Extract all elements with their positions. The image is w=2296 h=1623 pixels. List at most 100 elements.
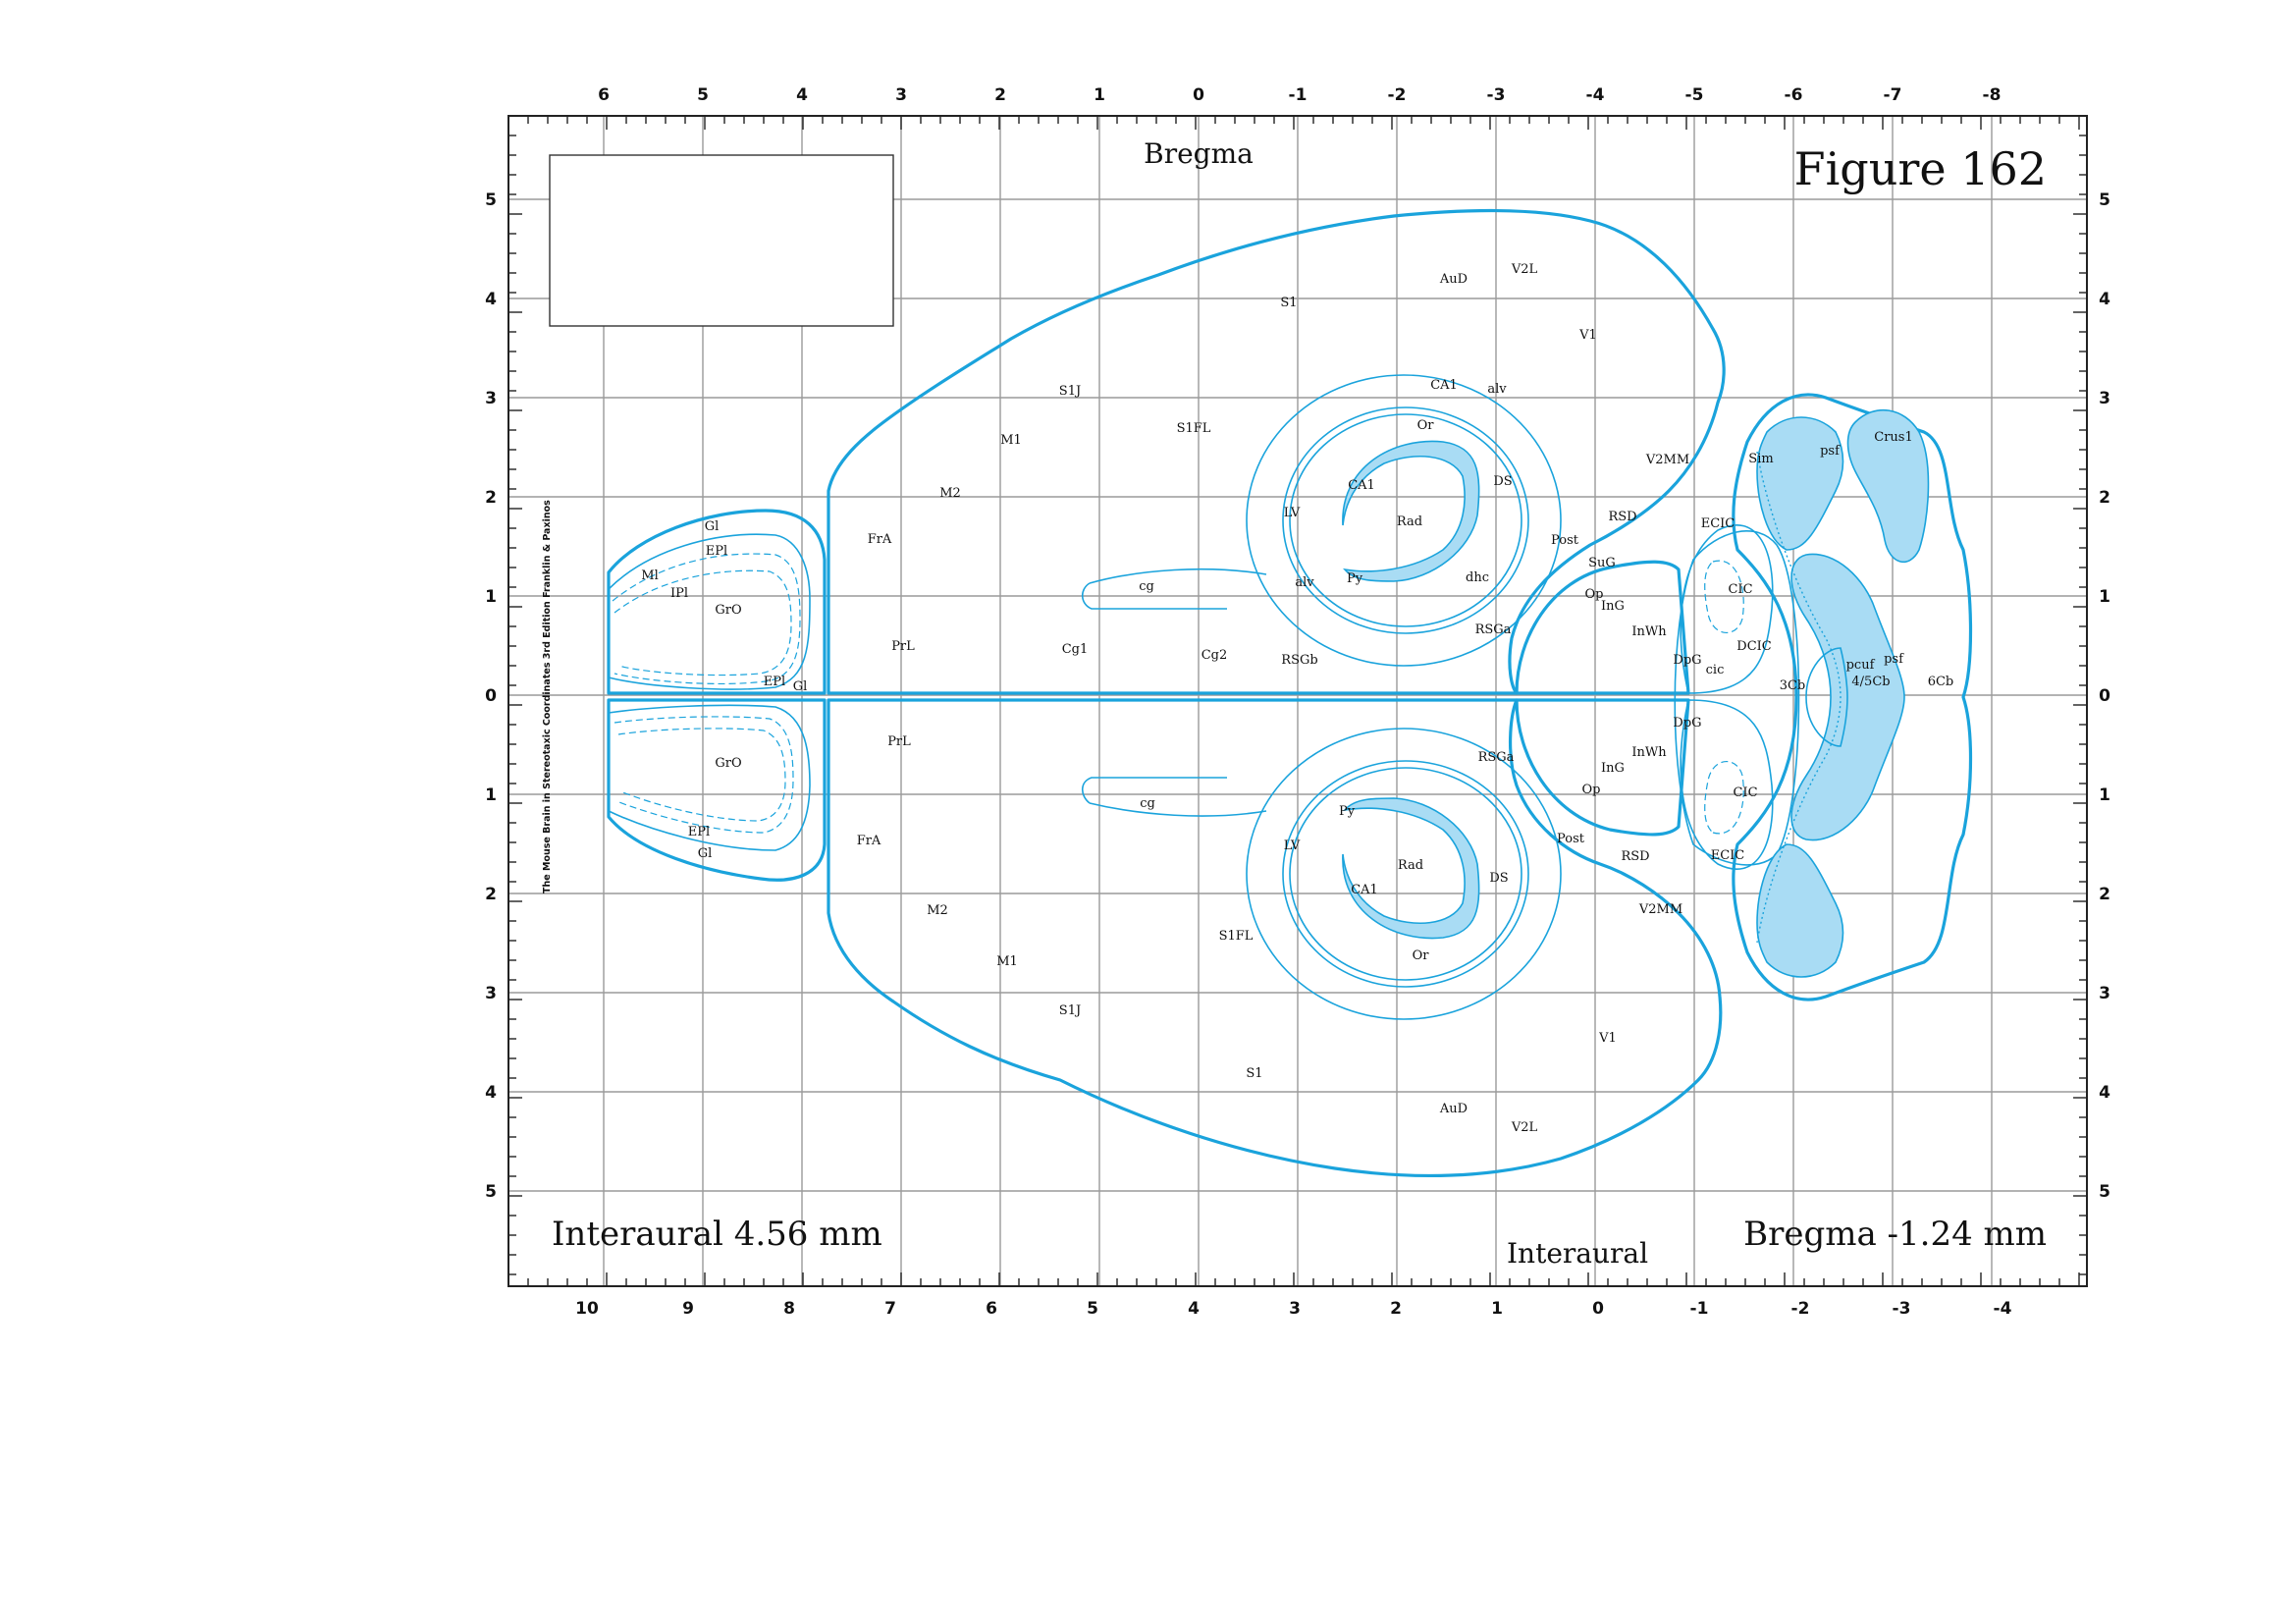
figure-frame xyxy=(507,115,2088,1287)
region-label: AuD xyxy=(1439,1102,1468,1116)
region-label: Ml xyxy=(641,568,658,583)
region-label: LV xyxy=(1284,839,1301,853)
top-axis-label: -8 xyxy=(1983,85,2002,105)
region-label: psf xyxy=(1884,652,1904,667)
bottom-axis-label: 2 xyxy=(1390,1299,1402,1319)
region-label: InWh xyxy=(1631,624,1667,639)
top-axis-label: 2 xyxy=(994,85,1006,105)
region-label: V2L xyxy=(1511,1120,1538,1135)
region-label: Cg1 xyxy=(1062,642,1089,657)
left-axis-label: 2 xyxy=(485,488,497,508)
olfactory-bulb-upper xyxy=(607,509,827,695)
right-axis-label: 2 xyxy=(2099,488,2110,508)
region-label: DpG xyxy=(1673,716,1701,730)
brain-drawing xyxy=(607,208,1973,1177)
region-label: CA1 xyxy=(1348,478,1375,493)
region-label: EPl xyxy=(706,544,727,559)
region-label: RSD xyxy=(1621,849,1649,864)
region-label: DS xyxy=(1493,474,1512,489)
region-label: CA1 xyxy=(1430,378,1458,393)
left-axis-label: 5 xyxy=(485,1182,497,1202)
region-label: CIC xyxy=(1728,582,1752,597)
right-axis-label: 4 xyxy=(2099,290,2110,309)
top-axis-label: 3 xyxy=(895,85,907,105)
right-axis-label: 3 xyxy=(2099,984,2110,1003)
region-label: Or xyxy=(1417,418,1435,433)
bregma-caption: Bregma -1.24 mm xyxy=(1743,1215,2047,1254)
bottom-axis-label: -4 xyxy=(1994,1299,2012,1319)
region-label: CA1 xyxy=(1351,883,1378,897)
right-axis-label: 5 xyxy=(2099,1182,2110,1202)
region-label: InG xyxy=(1601,761,1625,776)
region-label: GrO xyxy=(715,603,741,618)
region-label: dhc xyxy=(1466,570,1489,585)
interaural-footer: Interaural xyxy=(1507,1237,1648,1270)
top-axis-label: -4 xyxy=(1586,85,1605,105)
bottom-axis-label: 5 xyxy=(1087,1299,1098,1319)
bregma-header: Bregma xyxy=(1144,137,1254,170)
region-label: V2L xyxy=(1511,262,1538,277)
bottom-axis-label: 0 xyxy=(1592,1299,1604,1319)
interaural-caption: Interaural 4.56 mm xyxy=(552,1215,882,1254)
region-label: S1FL xyxy=(1177,421,1211,436)
inferior-colliculus xyxy=(1674,530,1800,866)
credit-text: The Mouse Brain in Stereotaxic Coordinat… xyxy=(542,500,553,893)
region-label: Or xyxy=(1413,948,1430,963)
right-axis-label: 2 xyxy=(2099,885,2110,904)
ruler-ticks xyxy=(507,115,2087,1286)
region-label: PrL xyxy=(891,639,915,654)
top-axis-label: -3 xyxy=(1487,85,1506,105)
region-label: DCIC xyxy=(1736,639,1772,654)
region-label: cg xyxy=(1140,796,1155,811)
region-label: pcuf xyxy=(1846,658,1876,673)
region-label: S1J xyxy=(1059,1003,1081,1018)
region-label: RSGa xyxy=(1478,750,1515,765)
region-label: EPl xyxy=(688,825,710,839)
region-label: IPl xyxy=(670,586,688,601)
region-label: M2 xyxy=(939,486,961,501)
right-axis-label: 1 xyxy=(2099,785,2110,805)
midbrain-colliculus xyxy=(1515,560,1690,695)
top-axis-label: -5 xyxy=(1685,85,1704,105)
left-axis-label: 4 xyxy=(485,290,497,309)
top-axis-label: 0 xyxy=(1193,85,1204,105)
region-label: GrO xyxy=(715,756,741,771)
region-label: S1J xyxy=(1059,384,1081,399)
region-label: alv xyxy=(1487,382,1507,397)
region-label: Op xyxy=(1585,587,1604,602)
region-label: S1 xyxy=(1246,1066,1262,1081)
right-axis-label: 4 xyxy=(2099,1083,2110,1103)
region-label: ECIC xyxy=(1701,516,1735,531)
region-label: Gl xyxy=(705,519,720,534)
left-axis-label: 2 xyxy=(485,885,497,904)
blank-label-box xyxy=(549,154,894,327)
region-label: V2MM xyxy=(1638,902,1682,917)
region-label: cic xyxy=(1706,663,1725,677)
bottom-axis-label: 8 xyxy=(783,1299,795,1319)
region-label: Sim xyxy=(1748,452,1773,466)
region-label: FrA xyxy=(857,834,881,848)
region-label: AuD xyxy=(1439,272,1468,287)
crus1-upper xyxy=(1846,408,1930,564)
region-label: S1FL xyxy=(1219,929,1254,944)
right-axis-label: 3 xyxy=(2099,389,2110,408)
region-label: M2 xyxy=(927,903,948,918)
top-axis-label: -1 xyxy=(1289,85,1308,105)
region-label: RSGb xyxy=(1281,653,1317,668)
bottom-axis-label: 3 xyxy=(1289,1299,1301,1319)
region-labels: Gl EPl Ml IPl GrO EPl Gl FrA PrL M2 M1 S1J S1FL S1 AuD… xyxy=(641,262,1953,1135)
right-axis-label: 1 xyxy=(2099,587,2110,607)
region-label: Gl xyxy=(698,846,713,861)
bottom-axis-label: 1 xyxy=(1491,1299,1503,1319)
bottom-axis-label: -3 xyxy=(1893,1299,1911,1319)
region-label: CIC xyxy=(1733,785,1757,800)
region-label: psf xyxy=(1820,444,1841,459)
region-label: Cg2 xyxy=(1201,648,1228,663)
region-label: Post xyxy=(1557,832,1585,846)
region-label: 6Cb xyxy=(1928,675,1954,689)
region-label: EPl xyxy=(764,675,785,689)
cerebellum xyxy=(1732,393,1973,1001)
top-axis-label: -2 xyxy=(1388,85,1407,105)
region-label: SuG xyxy=(1588,556,1616,570)
